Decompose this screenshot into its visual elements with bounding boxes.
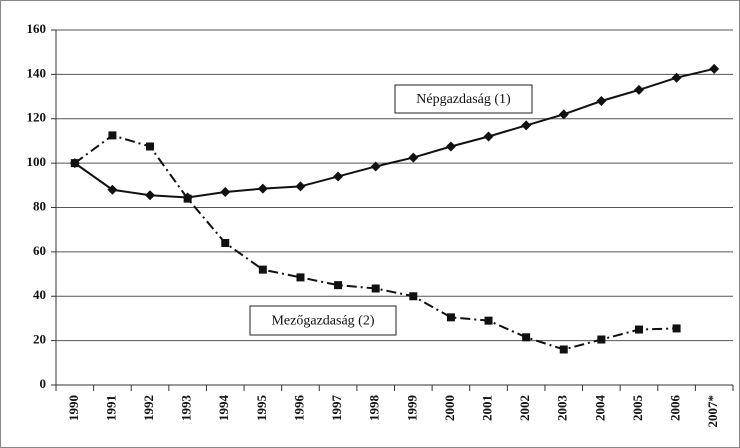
point — [296, 273, 305, 282]
point — [145, 190, 156, 201]
series-label: Mezőgazdaság (2) — [271, 314, 374, 329]
point — [445, 141, 456, 152]
point — [596, 96, 607, 106]
x-tick-label: 2003 — [555, 395, 570, 422]
x-tick-label: 1996 — [291, 395, 306, 422]
point — [333, 171, 344, 182]
y-tick-label: 40 — [33, 287, 46, 302]
point — [484, 316, 493, 325]
x-tick-label: 1993 — [179, 395, 194, 422]
x-tick-label: 1999 — [404, 395, 419, 422]
x-tick-label: 1998 — [367, 395, 382, 422]
point — [559, 345, 568, 354]
x-tick-label: 1995 — [254, 395, 269, 422]
point — [258, 265, 267, 274]
y-tick-label: 140 — [27, 65, 47, 80]
x-tick-label: 2000 — [442, 395, 457, 421]
y-tick-label: 120 — [27, 110, 47, 125]
point — [671, 72, 682, 83]
point — [183, 194, 192, 203]
point — [146, 142, 155, 151]
y-tick-label: 100 — [27, 154, 47, 169]
point — [408, 152, 419, 163]
x-tick-label: 2004 — [592, 395, 607, 422]
x-tick-label: 2005 — [630, 395, 645, 422]
point — [370, 161, 381, 172]
point — [295, 181, 306, 192]
series-line — [74, 67, 715, 199]
x-tick-label: 1991 — [103, 395, 118, 421]
point — [597, 335, 606, 344]
y-tick-label: 160 — [27, 21, 47, 36]
x-tick-label: 1997 — [329, 395, 344, 422]
y-tick-label: 0 — [40, 376, 47, 391]
point — [257, 183, 268, 194]
y-tick-label: 20 — [33, 332, 46, 347]
point — [483, 131, 494, 142]
x-tick-label: 2007* — [705, 395, 720, 428]
series-label: Népgazdaság (1) — [416, 92, 511, 107]
x-tick-label: 2002 — [517, 395, 532, 421]
point — [709, 63, 720, 74]
point — [107, 184, 118, 195]
point — [558, 109, 569, 120]
y-tick-label: 60 — [33, 243, 46, 258]
series-label-box — [394, 84, 533, 114]
point — [371, 284, 380, 293]
point — [334, 281, 343, 290]
point — [633, 84, 644, 95]
point — [409, 292, 418, 301]
x-tick-label: 1990 — [66, 395, 81, 421]
point — [221, 239, 230, 247]
point — [521, 120, 532, 131]
point — [220, 186, 231, 197]
y-tick-label: 80 — [33, 198, 46, 213]
x-tick-label: 2001 — [480, 395, 495, 421]
x-tick-label: 2006 — [668, 395, 683, 422]
point — [672, 324, 681, 333]
point — [634, 325, 643, 334]
point — [522, 333, 531, 342]
point — [70, 159, 79, 168]
series-label-box — [249, 305, 397, 336]
point — [108, 131, 117, 140]
x-tick-label: 1992 — [141, 395, 156, 421]
x-tick-label: 1994 — [216, 395, 231, 422]
point — [446, 313, 455, 322]
